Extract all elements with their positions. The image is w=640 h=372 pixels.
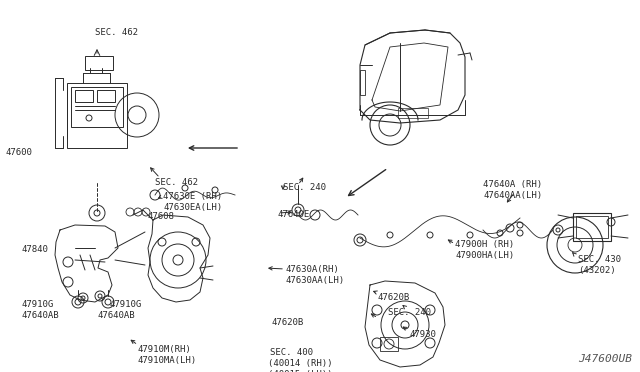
Bar (75, 90, 93, 102)
Text: J47600UB: J47600UB (578, 354, 632, 364)
Text: 47640A (RH): 47640A (RH) (483, 180, 542, 189)
Text: 47600: 47600 (5, 148, 32, 157)
Text: 47840: 47840 (22, 245, 49, 254)
Text: 47608: 47608 (148, 212, 175, 221)
Text: 47630E (RH): 47630E (RH) (163, 192, 222, 201)
Bar (360, 70, 365, 95)
Text: (40015 (LH)): (40015 (LH)) (268, 370, 333, 372)
Text: 47910G: 47910G (110, 300, 142, 309)
Bar (380, 337, 398, 351)
Bar (398, 108, 428, 118)
Text: 47640AB: 47640AB (22, 311, 60, 320)
Text: 47630EA(LH): 47630EA(LH) (163, 203, 222, 212)
Bar (71, 87, 123, 127)
Text: (43202): (43202) (578, 266, 616, 275)
Bar (576, 216, 608, 238)
Text: 47640AB: 47640AB (98, 311, 136, 320)
Bar (85, 56, 113, 70)
Bar (97, 90, 115, 102)
Text: 47930: 47930 (410, 330, 437, 339)
Text: SEC. 462: SEC. 462 (95, 28, 138, 37)
Text: SEC. 240: SEC. 240 (388, 308, 431, 317)
Text: 47640E: 47640E (278, 210, 310, 219)
Text: SEC. 462: SEC. 462 (155, 178, 198, 187)
Bar (67, 83, 127, 148)
Text: 47630A(RH): 47630A(RH) (285, 265, 339, 274)
Text: 47900HA(LH): 47900HA(LH) (455, 251, 514, 260)
Text: 47640AA(LH): 47640AA(LH) (483, 191, 542, 200)
Text: 47910M(RH): 47910M(RH) (138, 345, 192, 354)
Text: 47630AA(LH): 47630AA(LH) (285, 276, 344, 285)
Bar (573, 213, 611, 241)
Text: 47910G: 47910G (22, 300, 54, 309)
Text: SEC. 400: SEC. 400 (270, 348, 313, 357)
Text: (40014 (RH)): (40014 (RH)) (268, 359, 333, 368)
Text: 47620B: 47620B (378, 293, 410, 302)
Text: 47900H (RH): 47900H (RH) (455, 240, 514, 249)
Text: SEC. 430: SEC. 430 (578, 255, 621, 264)
Text: SEC. 240: SEC. 240 (283, 183, 326, 192)
Text: 47910MA(LH): 47910MA(LH) (138, 356, 197, 365)
Text: 47620B: 47620B (272, 318, 304, 327)
